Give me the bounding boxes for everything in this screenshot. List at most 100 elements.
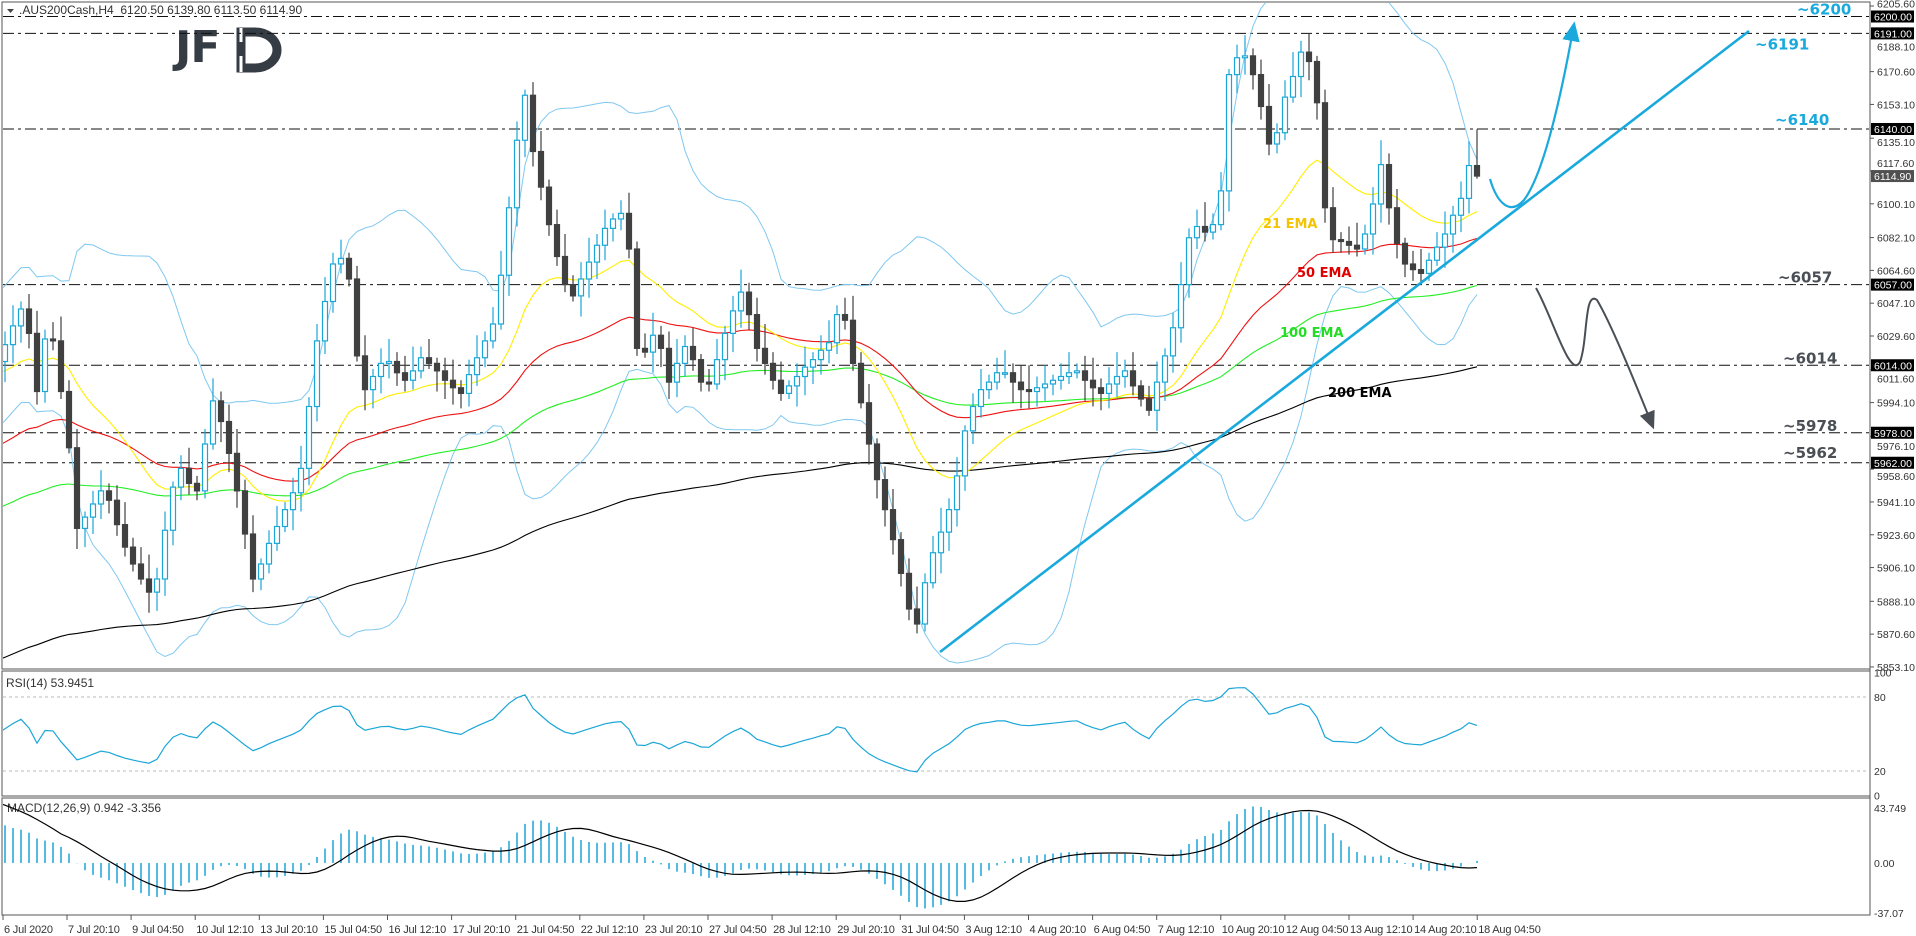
candle-body xyxy=(185,467,193,484)
candle-body xyxy=(825,342,833,351)
candle-body xyxy=(241,490,249,535)
candle-body xyxy=(1425,259,1433,274)
candle xyxy=(881,466,889,527)
candle xyxy=(1105,367,1113,409)
candle-body xyxy=(1385,164,1393,209)
price-tags: 6200.00 6191.00 6140.00 6057.00 6014.00 5978.… xyxy=(1871,10,1914,470)
candle xyxy=(577,262,585,317)
candle xyxy=(1393,189,1401,259)
price-tick-label: 5870.60 xyxy=(1877,629,1915,641)
candle xyxy=(1441,211,1449,268)
candle-body xyxy=(689,345,697,361)
candle xyxy=(161,511,169,596)
candle-body xyxy=(305,405,313,469)
candle-body xyxy=(993,372,1001,383)
candle xyxy=(793,363,801,407)
candle-body xyxy=(1105,383,1113,394)
candle xyxy=(353,265,361,362)
candle xyxy=(121,502,129,557)
price-tick-label: 5941.10 xyxy=(1877,497,1915,509)
candle xyxy=(1081,355,1089,401)
candle-body xyxy=(145,578,153,593)
candle-body xyxy=(1297,51,1305,78)
candle-body xyxy=(481,340,489,359)
candle xyxy=(785,380,793,399)
candle xyxy=(545,179,553,236)
candle-body xyxy=(1321,102,1329,209)
candle xyxy=(297,445,305,512)
candle xyxy=(281,502,289,533)
candle-body xyxy=(561,255,569,286)
uptrend-line[interactable] xyxy=(939,29,1750,654)
candle xyxy=(361,335,369,411)
candle xyxy=(1241,35,1249,75)
candle xyxy=(425,339,433,369)
candle-body xyxy=(345,257,353,280)
price-tick-label: 5994.10 xyxy=(1877,398,1915,410)
support-resistance-levels: ~6200 ~6191 ~6140 ~6057 ~6014 ~5978 ~5962 xyxy=(3,1,1869,464)
bullish-scenario-arrow[interactable] xyxy=(1488,21,1580,209)
date-tick-label: 6 Aug 04:50 xyxy=(1094,924,1151,936)
candle-body xyxy=(865,402,873,445)
rsi-line xyxy=(3,687,1478,773)
price-axis[interactable]: 6205.60 6188.10 6170.60 6153.10 6135.10 6117.… xyxy=(1869,0,1915,915)
candle-body xyxy=(665,347,673,383)
ema50-label: 50 EMA xyxy=(1297,266,1352,281)
candle-body xyxy=(1249,55,1257,76)
candle xyxy=(273,505,281,551)
candle xyxy=(905,558,913,621)
date-tick-label: 13 Aug 12:10 xyxy=(1350,924,1413,936)
candle xyxy=(497,250,505,330)
candle xyxy=(873,438,881,499)
candle xyxy=(897,532,905,587)
candle-body xyxy=(193,482,201,492)
candle xyxy=(257,558,265,591)
time-axis[interactable]: 6 Jul 2020 7 Jul 20:10 9 Jul 04:50 10 Jul 1… xyxy=(2,915,1541,936)
triangle-down-icon[interactable] xyxy=(7,9,14,13)
candle-body xyxy=(1017,381,1025,391)
price-tick-label: 6011.60 xyxy=(1877,373,1914,385)
candle-body xyxy=(777,379,785,394)
candle xyxy=(921,573,929,632)
candle xyxy=(153,567,161,611)
candle-body xyxy=(889,509,897,541)
candle xyxy=(913,586,921,634)
candle-body xyxy=(641,347,649,353)
date-tick-label: 31 Jul 04:50 xyxy=(901,924,959,936)
candle xyxy=(1001,350,1009,379)
candle xyxy=(473,335,481,386)
bearish-scenario-arrow[interactable] xyxy=(1535,287,1655,430)
candle-body xyxy=(49,338,57,342)
level-label: ~6057 xyxy=(1778,269,1832,287)
candle xyxy=(1329,187,1337,253)
candle xyxy=(657,325,665,368)
candle xyxy=(1009,363,1017,403)
candle xyxy=(1185,228,1193,298)
candle-body xyxy=(577,278,585,297)
candle-body xyxy=(129,546,137,565)
candle-body xyxy=(121,524,129,548)
candle xyxy=(1217,172,1225,231)
candle xyxy=(441,357,449,399)
candle-body xyxy=(41,338,49,393)
candle-body xyxy=(761,347,769,364)
candle-body xyxy=(1057,375,1065,381)
candle-body xyxy=(9,325,17,346)
price-tick-label: 6170.60 xyxy=(1877,67,1915,79)
candle-body xyxy=(985,381,993,391)
candle xyxy=(1473,129,1481,179)
macd-pane[interactable] xyxy=(1,797,1871,916)
candle-body xyxy=(1417,269,1425,274)
candle-body xyxy=(297,467,305,494)
candle-body xyxy=(833,314,841,344)
candle xyxy=(1457,181,1465,233)
date-tick-label: 4 Aug 20:10 xyxy=(1030,924,1087,936)
candle-body xyxy=(353,278,361,357)
candle xyxy=(321,277,329,354)
rsi-pane[interactable] xyxy=(1,670,1871,797)
candle-body xyxy=(257,563,265,580)
candle xyxy=(1033,376,1041,407)
level-label: ~5962 xyxy=(1783,444,1837,462)
date-tick-label: 27 Jul 04:50 xyxy=(709,924,767,936)
